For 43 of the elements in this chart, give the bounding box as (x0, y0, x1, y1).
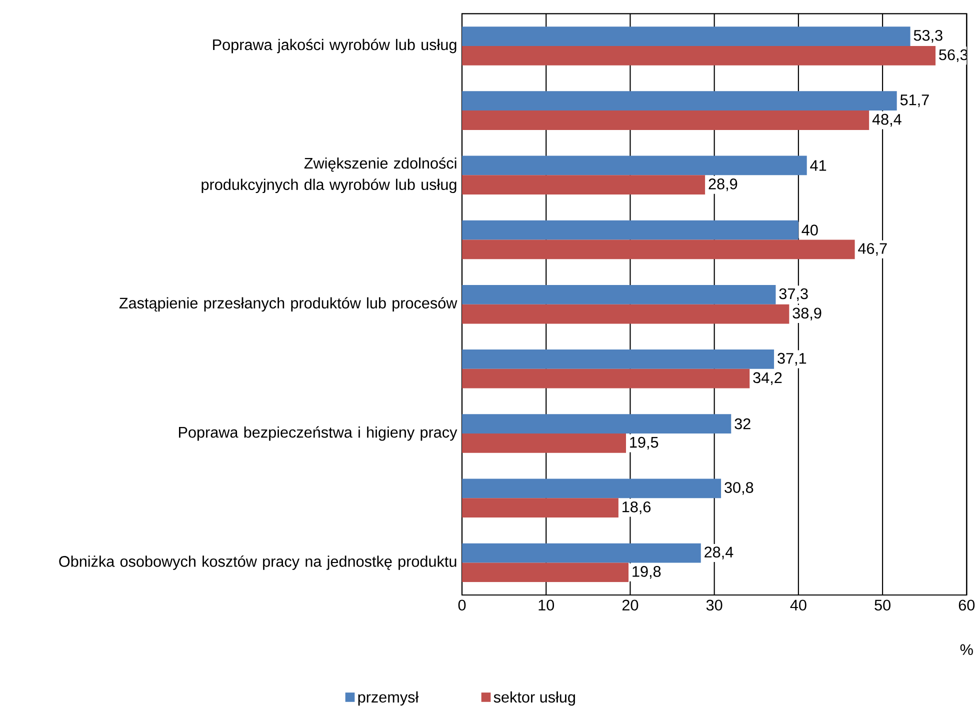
data-label: 19,8 (632, 566, 661, 579)
data-label: 34,2 (753, 372, 782, 385)
bar (462, 434, 626, 453)
y-tick-label: Zastąpienie przesłanych produktów lub procesów (119, 297, 458, 312)
data-label: 32 (734, 418, 750, 430)
bar (462, 498, 618, 518)
x-tick-label: 10 (538, 600, 554, 611)
x-tick-label: 0 (458, 600, 466, 611)
data-label: 37,1 (778, 352, 806, 366)
bar (462, 562, 629, 582)
bar (462, 543, 701, 563)
legend-label: przemysł (358, 691, 419, 706)
data-label: 37,3 (779, 288, 808, 301)
y-tick-label: Poprawa bezpieczeństwa i higieny pracy (178, 426, 458, 441)
data-label: 46,7 (858, 243, 887, 256)
data-label: 30,8 (724, 482, 754, 495)
x-tick-label: 60 (958, 600, 975, 611)
y-tick-label: Poprawa jakości wyrobów lub usług (213, 38, 456, 54)
bar (462, 46, 936, 66)
data-label: 28,9 (708, 178, 738, 192)
legend-label: sektor usług (494, 691, 575, 706)
data-label: 28,4 (704, 546, 734, 560)
data-label: 40 (802, 224, 818, 236)
data-label: 19,5 (630, 436, 658, 450)
bar (462, 240, 855, 260)
x-tick-label: 30 (706, 600, 722, 611)
x-tick-label: 20 (622, 600, 638, 611)
data-label: 41 (810, 160, 826, 171)
x-tick-label: 40 (790, 600, 806, 611)
bar (462, 220, 798, 240)
x-tick-label: 50 (874, 600, 890, 611)
y-tick-label: Obniżka osobowych kosztów pracy na jednostkę produktu (59, 555, 456, 570)
bar (462, 284, 776, 304)
data-label: 38,9 (792, 308, 822, 320)
data-label: 48,4 (872, 114, 902, 127)
bar (462, 478, 722, 498)
bar (462, 414, 732, 434)
y-tick-label: Zwiększenie zdolności produkcyjnych dla wyrobów lub usług (202, 157, 456, 194)
data-label: 51,7 (900, 94, 929, 108)
x-axis-title: % (960, 644, 973, 655)
data-label: 18,6 (622, 501, 651, 514)
data-label: 53,3 (914, 30, 942, 43)
bar (462, 368, 750, 388)
